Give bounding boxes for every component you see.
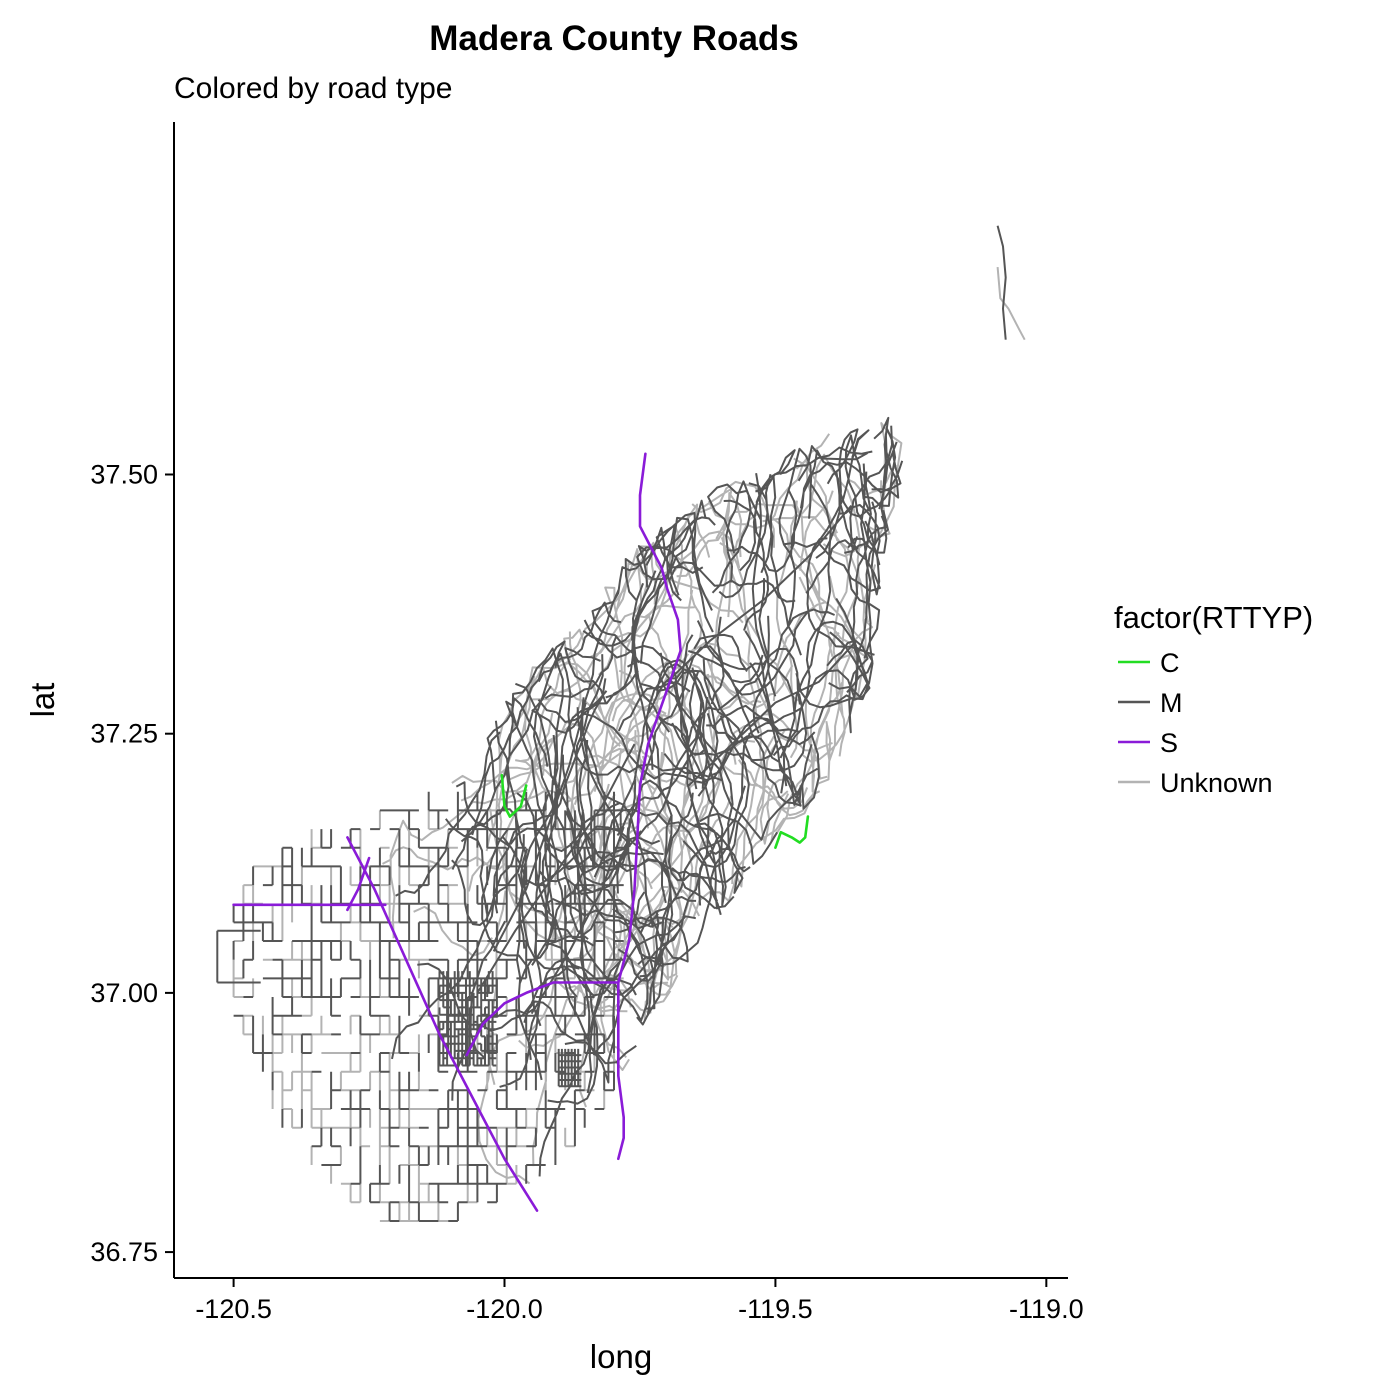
legend-title: factor(RTTYP) bbox=[1114, 600, 1313, 635]
road-c-line-0 bbox=[500, 773, 528, 818]
road-c-line-1 bbox=[774, 815, 810, 849]
x-axis-ticks: -120.5 -120.0 -119.5 -119.0 bbox=[195, 1278, 1084, 1324]
road-s-line-2 bbox=[346, 856, 371, 912]
chart-subtitle: Colored by road type bbox=[174, 72, 453, 105]
chart-title: Madera County Roads bbox=[429, 19, 799, 58]
legend-label-c: C bbox=[1160, 648, 1180, 678]
legend: factor(RTTYP) CMS Unknown bbox=[1114, 600, 1313, 798]
x-tick-label: -120.5 bbox=[195, 1294, 272, 1324]
road-s-line-6 bbox=[638, 452, 682, 653]
x-axis-title: long bbox=[590, 1338, 652, 1375]
x-tick-label: -119.0 bbox=[1009, 1294, 1084, 1324]
x-tick-label: -120.0 bbox=[466, 1294, 543, 1324]
roads-c-layer bbox=[500, 773, 810, 849]
legend-label-m: M bbox=[1160, 688, 1183, 718]
legend-label-s: S bbox=[1160, 728, 1178, 758]
y-axis-title: lat bbox=[24, 683, 61, 718]
y-tick-label: 37.50 bbox=[90, 460, 158, 490]
road-s-line-0 bbox=[346, 836, 539, 1212]
road-s-line-3 bbox=[465, 981, 620, 1057]
legend-label-unknown: Unknown bbox=[1160, 768, 1273, 798]
y-tick-label: 37.00 bbox=[90, 978, 158, 1008]
x-tick-label: -119.5 bbox=[738, 1294, 813, 1324]
road-s-line-5 bbox=[617, 649, 682, 984]
unknown-road-network bbox=[232, 267, 1026, 1222]
roads-unknown-layer bbox=[232, 267, 1026, 1222]
y-axis-ticks: 36.75 37.00 37.25 37.50 bbox=[90, 460, 174, 1267]
road-s-line-4 bbox=[617, 981, 625, 1161]
roads-s-layer bbox=[232, 452, 682, 1212]
y-tick-label: 36.75 bbox=[90, 1237, 158, 1267]
y-tick-label: 37.25 bbox=[90, 719, 158, 749]
m-road-network bbox=[216, 225, 1007, 1222]
roads-m-layer bbox=[216, 225, 1007, 1222]
